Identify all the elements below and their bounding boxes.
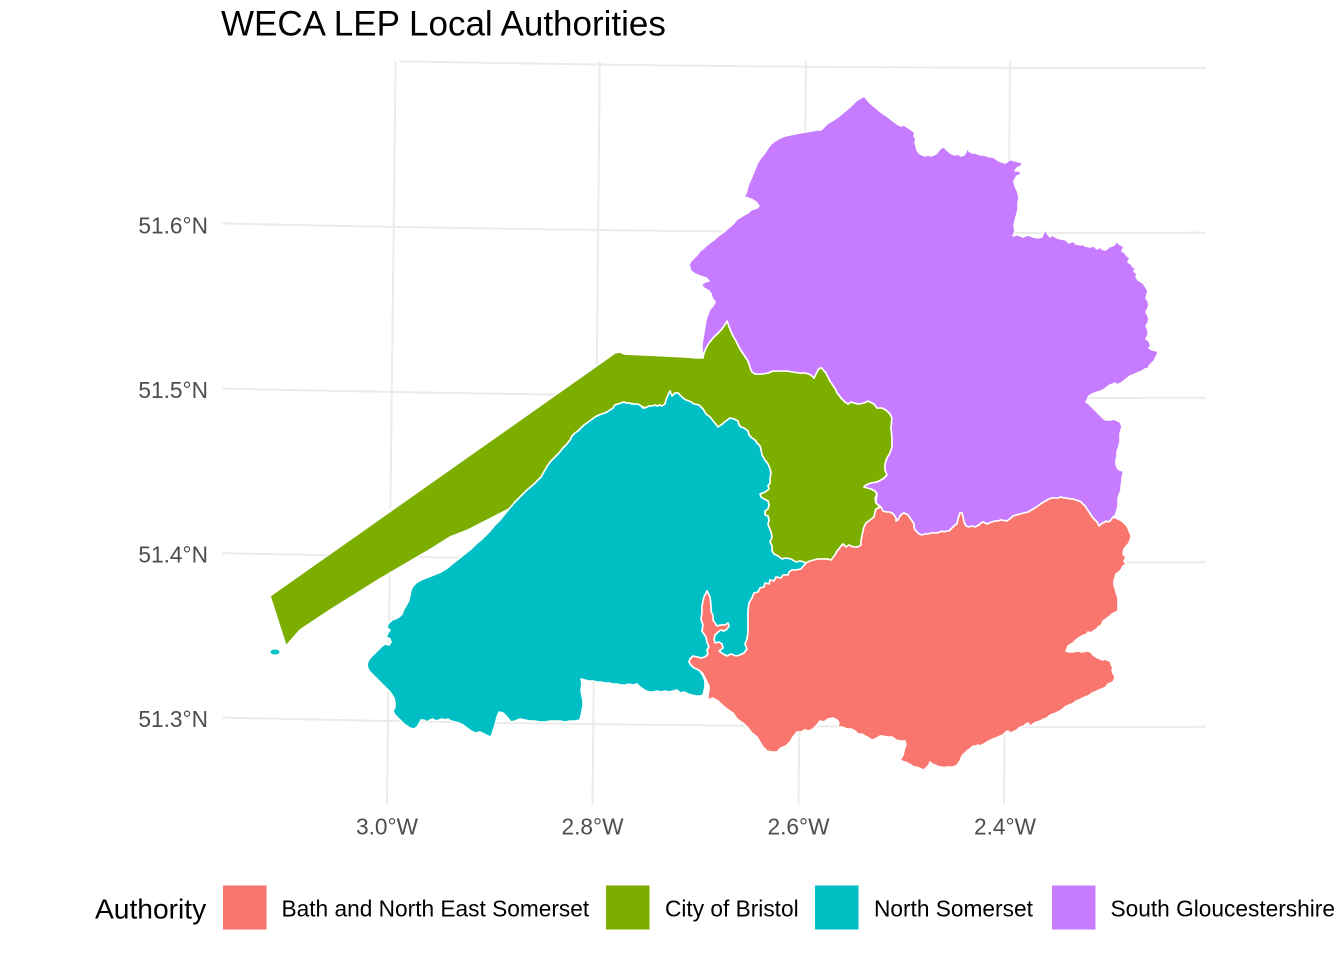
svg-text:2.8°W: 2.8°W [561,814,624,840]
svg-text:South Gloucestershire: South Gloucestershire [1111,896,1335,922]
svg-text:3.0°W: 3.0°W [356,814,419,840]
svg-text:2.6°W: 2.6°W [767,814,830,840]
svg-text:City of Bristol: City of Bristol [665,896,799,922]
svg-text:2.4°W: 2.4°W [974,814,1037,840]
svg-text:51.6°N: 51.6°N [138,213,208,239]
svg-text:North Somerset: North Somerset [874,896,1034,922]
svg-text:51.3°N: 51.3°N [138,706,208,732]
svg-text:WECA LEP Local Authorities: WECA LEP Local Authorities [221,5,666,44]
svg-text:51.4°N: 51.4°N [138,542,208,568]
svg-text:51.5°N: 51.5°N [138,377,208,403]
svg-text:Bath and North East Somerset: Bath and North East Somerset [282,896,590,922]
svg-text:Authority: Authority [95,893,207,925]
